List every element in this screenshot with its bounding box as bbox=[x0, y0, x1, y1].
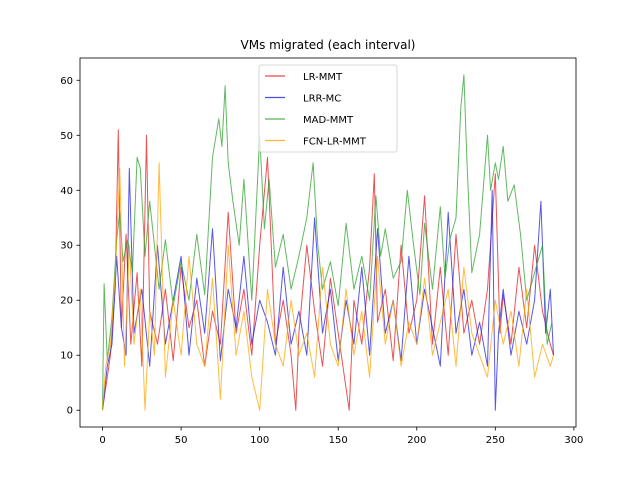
y-tick-label: 60 bbox=[60, 76, 73, 87]
y-axis: 0 10 20 30 40 50 60 bbox=[60, 76, 80, 417]
y-tick-label: 30 bbox=[60, 241, 73, 252]
x-tick-label: 150 bbox=[329, 435, 348, 446]
series-line-lrr-mc bbox=[102, 167, 554, 411]
series-line-lr-mmt bbox=[102, 129, 554, 411]
y-tick-label: 40 bbox=[60, 186, 73, 197]
y-tick-label: 0 bbox=[67, 406, 73, 417]
legend-label-fcn-lr-mmt: FCN-LR-MMT bbox=[303, 137, 367, 148]
x-tick-label: 300 bbox=[564, 435, 583, 446]
plot-frame bbox=[79, 57, 577, 428]
series-line-fcn-lr-mmt bbox=[102, 162, 554, 411]
x-tick-label: 0 bbox=[99, 435, 105, 446]
x-tick-label: 200 bbox=[407, 435, 426, 446]
y-tick-label: 10 bbox=[60, 351, 73, 362]
x-tick-label: 50 bbox=[175, 435, 188, 446]
x-tick-label: 100 bbox=[250, 435, 269, 446]
legend: LR-MMT LRR-MC MAD-MMT FCN-LR-MMT bbox=[258, 64, 398, 153]
legend-box bbox=[258, 64, 398, 153]
series-line-mad-mmt bbox=[102, 74, 553, 411]
legend-label-lr-mmt: LR-MMT bbox=[303, 72, 343, 83]
x-axis: 0 50 100 150 200 250 300 bbox=[99, 427, 583, 446]
chart-title: VMs migrated (each interval) bbox=[241, 38, 416, 52]
x-tick-label: 250 bbox=[486, 435, 505, 446]
y-tick-label: 50 bbox=[60, 131, 73, 142]
legend-label-mad-mmt: MAD-MMT bbox=[303, 115, 354, 126]
series-layer bbox=[102, 74, 554, 411]
y-tick-label: 20 bbox=[60, 296, 73, 307]
legend-label-lrr-mc: LRR-MC bbox=[303, 94, 341, 105]
